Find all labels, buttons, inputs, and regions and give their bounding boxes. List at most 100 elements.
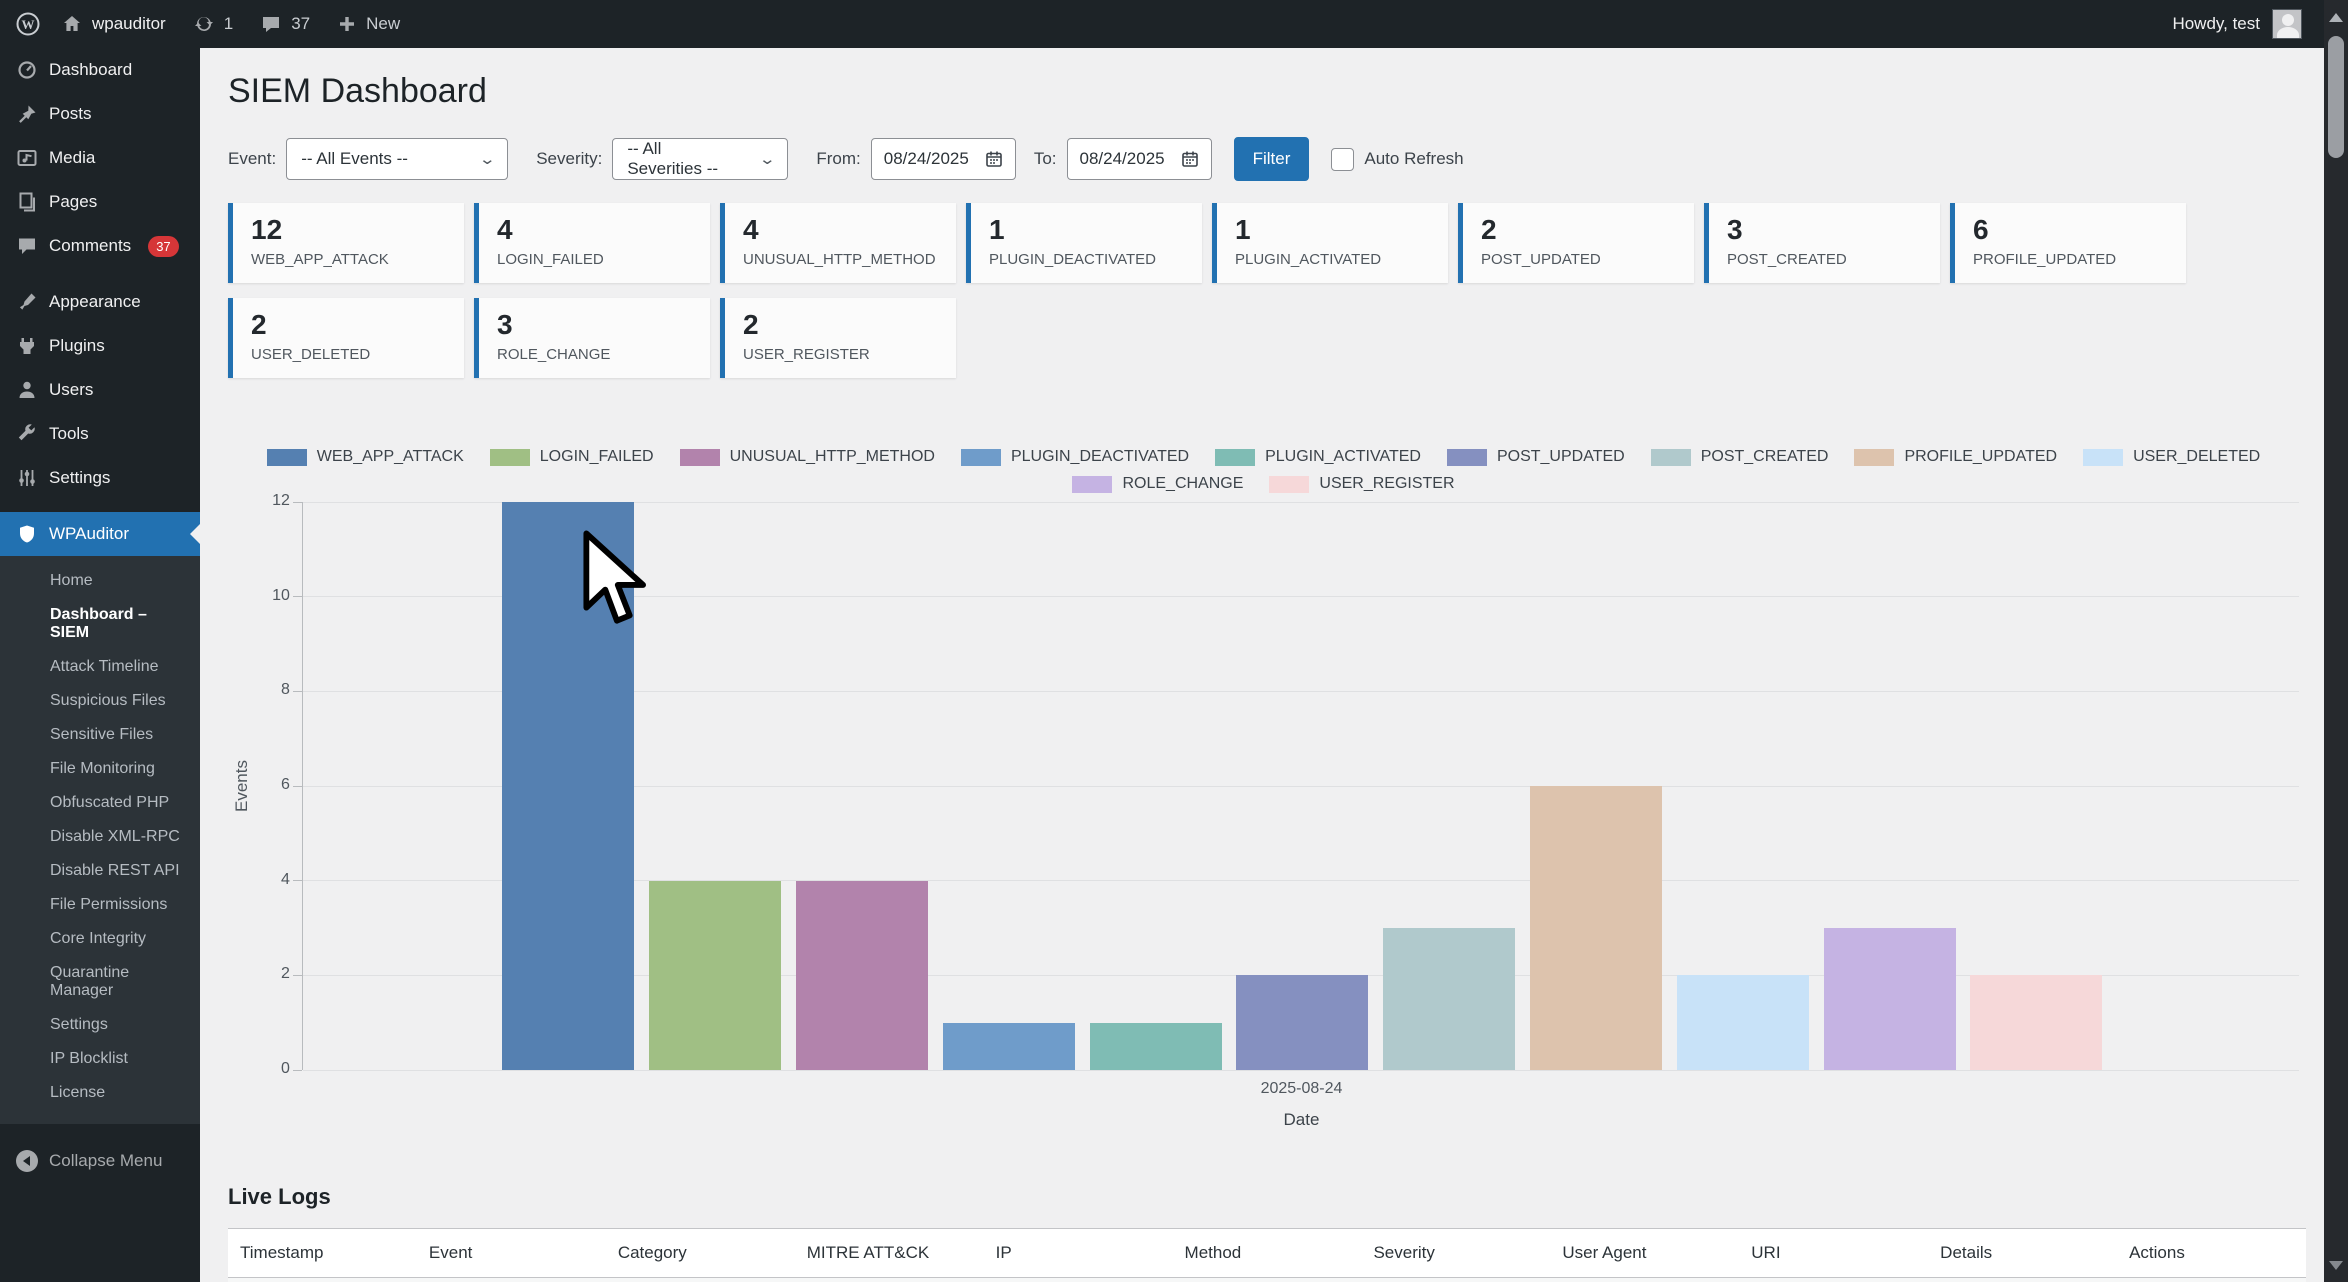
sidebar-item-label: Media [49, 148, 96, 167]
scroll-down-arrow[interactable] [2324, 1252, 2348, 1278]
legend-item-plugin_deactivated[interactable]: PLUGIN_DEACTIVATED [960, 448, 1189, 466]
stat-count: 4 [743, 214, 759, 245]
legend-item-unusual_http_method[interactable]: UNUSUAL_HTTP_METHOD [679, 448, 935, 466]
new-menu[interactable]: New [338, 14, 400, 34]
submenu-item-dashboard-siem[interactable]: Dashboard – SIEM [50, 606, 147, 641]
column-header-event: Event [428, 1243, 473, 1262]
legend-label: USER_REGISTER [1319, 475, 1455, 492]
gridline [302, 1069, 2299, 1071]
scrollbar-thumb[interactable] [2328, 36, 2344, 158]
sidebar-item-comments[interactable]: Comments 37 [0, 224, 200, 268]
stat-card-post_updated: 2 POST_UPDATED [1458, 203, 1694, 283]
legend-label: POST_CREATED [1700, 448, 1829, 465]
sidebar-item-media[interactable]: Media [0, 136, 200, 180]
sidebar-item-users[interactable]: Users [0, 368, 200, 412]
legend-item-login_failed[interactable]: LOGIN_FAILED [489, 448, 654, 466]
wordpress-logo[interactable]: W [16, 12, 40, 36]
filter-button[interactable]: Filter [1233, 137, 1310, 181]
stat-count: 1 [989, 214, 1005, 245]
shield-icon [20, 525, 34, 543]
tick-mark [292, 880, 302, 882]
sidebar-item-tools[interactable]: Tools [0, 412, 200, 456]
site-name: wpauditor [92, 14, 166, 33]
column-header-timestamp: Timestamp [240, 1243, 324, 1262]
sidebar-item-settings[interactable]: Settings [0, 456, 200, 500]
sidebar-item-dashboard[interactable]: Dashboard [0, 48, 200, 92]
auto-refresh-checkbox[interactable] [1331, 147, 1355, 171]
collapse-label: Collapse Menu [49, 1151, 163, 1170]
submenu-item-quarantine-manager[interactable]: Quarantine Manager [50, 964, 130, 999]
comments-menu[interactable]: 37 [261, 14, 310, 34]
to-date-input[interactable]: 08/24/2025 [1066, 138, 1212, 180]
submenu-item-core-integrity[interactable]: Core Integrity [50, 930, 147, 947]
legend-item-profile_updated[interactable]: PROFILE_UPDATED [1854, 448, 2057, 466]
y-tick-label: 2 [281, 965, 290, 983]
submenu-item-file-permissions[interactable]: File Permissions [50, 896, 168, 913]
legend-label: PLUGIN_ACTIVATED [1265, 448, 1421, 465]
column-header-details: Details [1940, 1243, 1993, 1262]
severity-select-value: -- All Severities -- [627, 139, 719, 178]
stat-card-role_change: 3 ROLE_CHANGE [474, 298, 710, 378]
x-axis-tick: 2025-08-24 [1260, 1080, 1343, 1097]
submenu-item-ip-blocklist[interactable]: IP Blocklist [50, 1050, 128, 1067]
site-name-menu[interactable]: wpauditor [62, 14, 166, 34]
page-title: SIEM Dashboard [228, 72, 487, 110]
gridline [302, 974, 2299, 976]
stat-label: PLUGIN_ACTIVATED [1235, 251, 1382, 268]
bar-profile_updated [1530, 786, 1663, 1070]
stat-label: UNUSUAL_HTTP_METHOD [743, 251, 936, 268]
legend-item-user_deleted[interactable]: USER_DELETED [2083, 448, 2260, 466]
y-tick-label: 6 [281, 776, 290, 793]
legend-item-role_change[interactable]: ROLE_CHANGE [1072, 475, 1243, 493]
stat-card-web_app_attack: 12 WEB_APP_ATTACK [228, 203, 464, 283]
gridline [302, 596, 2299, 598]
sidebar-item-wpauditor[interactable]: WPAuditor [0, 512, 200, 556]
legend-item-post_created[interactable]: POST_CREATED [1650, 448, 1829, 466]
sidebar-item-posts[interactable]: Posts [0, 92, 200, 136]
submenu-item-disable-rest-api[interactable]: Disable REST API [50, 862, 180, 879]
y-tick-label: 0 [281, 1060, 290, 1077]
updates-menu[interactable]: 1 [194, 14, 233, 34]
sidebar-item-label: Plugins [49, 336, 105, 355]
stat-card-profile_updated: 6 PROFILE_UPDATED [1950, 203, 2186, 283]
sidebar-item-pages[interactable]: Pages [0, 180, 200, 224]
bar-login_failed [649, 880, 782, 1070]
event-select[interactable]: -- All Events -- ⌄ [286, 138, 509, 180]
submenu-item-sensitive-files[interactable]: Sensitive Files [50, 726, 154, 743]
howdy-menu[interactable]: Howdy, test [2172, 14, 2260, 33]
stat-count: 3 [1727, 214, 1743, 245]
submenu-item-obfuscated-php[interactable]: Obfuscated PHP [50, 794, 170, 811]
y-tick-label: 4 [281, 870, 290, 888]
submenu-item-suspicious-files[interactable]: Suspicious Files [50, 692, 166, 709]
legend-item-post_updated[interactable]: POST_UPDATED [1446, 448, 1625, 466]
collapse-menu-button[interactable]: Collapse Menu [0, 1138, 200, 1184]
bar-user_register [1970, 975, 2103, 1070]
pin-icon [19, 105, 36, 123]
legend-item-web_app_attack[interactable]: WEB_APP_ATTACK [266, 448, 464, 466]
event-filter-label: Event: [228, 149, 277, 168]
from-date-input[interactable]: 08/24/2025 [870, 138, 1016, 180]
submenu-item-file-monitoring[interactable]: File Monitoring [50, 760, 155, 777]
legend-item-plugin_activated[interactable]: PLUGIN_ACTIVATED [1215, 448, 1421, 466]
scrollbar[interactable] [2324, 0, 2348, 1282]
submenu-item-license[interactable]: License [50, 1084, 106, 1101]
scroll-up-arrow[interactable] [2324, 4, 2348, 30]
submenu-item-settings[interactable]: Settings [50, 1016, 108, 1033]
sidebar-item-plugins[interactable]: Plugins [0, 324, 200, 368]
pages-icon [19, 192, 35, 212]
submenu-item-attack-timeline[interactable]: Attack Timeline [50, 658, 159, 675]
stat-card-user_deleted: 2 USER_DELETED [228, 298, 464, 378]
sidebar-item-appearance[interactable]: Appearance [0, 280, 200, 324]
submenu-item-disable-xml-rpc[interactable]: Disable XML-RPC [50, 828, 180, 845]
legend-label: ROLE_CHANGE [1122, 475, 1244, 492]
bar-role_change [1823, 928, 1956, 1070]
bar-web_app_attack [502, 502, 635, 1070]
update-count: 1 [223, 14, 234, 33]
severity-select[interactable]: -- All Severities -- ⌄ [612, 138, 789, 180]
submenu-item-home[interactable]: Home [50, 572, 93, 589]
legend-item-user_register[interactable]: USER_REGISTER [1269, 475, 1455, 493]
avatar[interactable] [2272, 9, 2302, 39]
stat-count: 12 [251, 214, 283, 245]
legend-label: PROFILE_UPDATED [1904, 448, 2058, 465]
column-header-mitre-att-ck: MITRE ATT&CK [806, 1243, 930, 1262]
